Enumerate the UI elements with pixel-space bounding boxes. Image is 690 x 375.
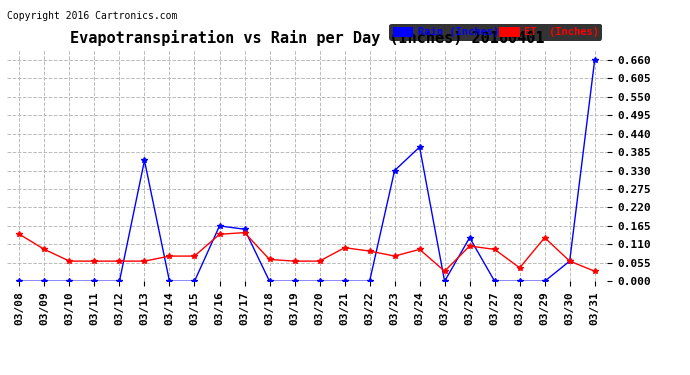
Text: Copyright 2016 Cartronics.com: Copyright 2016 Cartronics.com: [7, 11, 177, 21]
Legend: Rain (Inches), ET  (Inches): Rain (Inches), ET (Inches): [389, 24, 602, 40]
Title: Evapotranspiration vs Rain per Day (Inches) 20160401: Evapotranspiration vs Rain per Day (Inch…: [70, 30, 544, 46]
